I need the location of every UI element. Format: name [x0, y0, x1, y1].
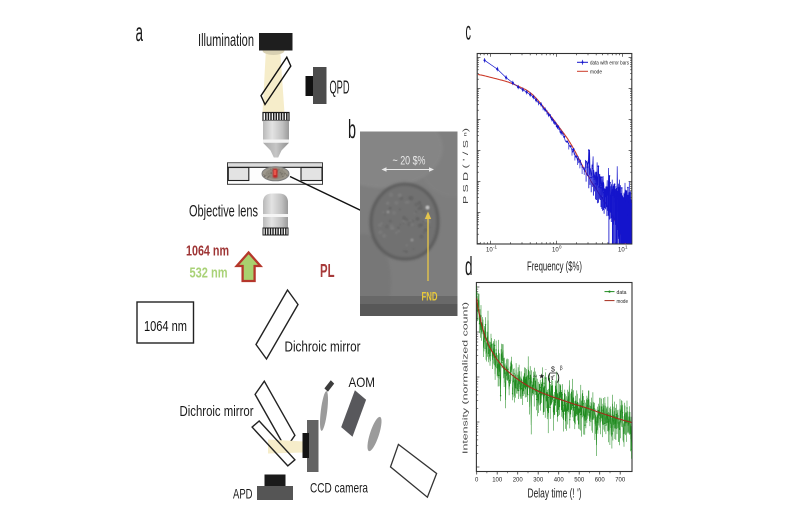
svg-text:QPD: QPD — [330, 78, 350, 98]
svg-text:1064 nm: 1064 nm — [144, 318, 187, 335]
svg-text:AOM: AOM — [349, 374, 376, 390]
svg-text:τ̄: τ̄ — [551, 374, 555, 382]
svg-text:0: 0 — [559, 245, 562, 250]
svg-text:PL: PL — [320, 261, 335, 281]
svg-text:Frequency ($%): Frequency ($%) — [527, 259, 582, 274]
svg-text:Dichroic mirror: Dichroic mirror — [180, 403, 254, 420]
svg-text:700: 700 — [615, 478, 626, 484]
svg-text:-1: -1 — [493, 245, 497, 250]
svg-text:10: 10 — [618, 248, 625, 254]
svg-text:Delay time (! '): Delay time (! ') — [528, 486, 582, 501]
svg-text:P S D ( ʹ / S ⁿ): P S D ( ʹ / S ⁿ) — [461, 127, 470, 204]
svg-text:data with error bars: data with error bars — [590, 61, 629, 67]
svg-text:10: 10 — [486, 248, 493, 254]
svg-text:⁻: ⁻ — [545, 368, 548, 374]
svg-text:d: d — [465, 251, 473, 281]
svg-text:200: 200 — [513, 478, 524, 484]
svg-text:10: 10 — [552, 248, 559, 254]
svg-text:1: 1 — [625, 245, 628, 250]
svg-text:Illumination: Illumination — [198, 30, 254, 50]
svg-text:APD: APD — [233, 486, 253, 502]
svg-text:100: 100 — [492, 478, 503, 484]
svg-text:(: ( — [547, 372, 551, 384]
svg-text:Intensity (normalized count): Intensity (normalized count) — [463, 302, 470, 454]
svg-text:c: c — [466, 16, 472, 46]
svg-text:∼: ∼ — [533, 374, 538, 380]
svg-text:a: a — [136, 17, 144, 47]
svg-text:★: ★ — [539, 373, 545, 381]
svg-text:Objective lens: Objective lens — [189, 202, 258, 221]
svg-text:500: 500 — [574, 478, 585, 484]
svg-text:data: data — [617, 290, 628, 296]
svg-text:~ 20 $%: ~ 20 $% — [393, 154, 426, 168]
svg-text:CCD camera: CCD camera — [310, 480, 368, 496]
svg-text:FND: FND — [422, 292, 438, 304]
svg-text:1064 nm: 1064 nm — [186, 244, 229, 260]
svg-text:b: b — [348, 114, 356, 144]
svg-text:mode: mode — [617, 299, 629, 305]
svg-text:600: 600 — [595, 478, 606, 484]
svg-text:300: 300 — [533, 478, 544, 484]
svg-text:400: 400 — [554, 478, 565, 484]
svg-text:$: $ — [551, 367, 555, 374]
svg-text:0: 0 — [475, 478, 479, 484]
svg-text:β: β — [560, 366, 563, 372]
svg-text:532 nm: 532 nm — [190, 265, 228, 282]
svg-text:mode: mode — [590, 70, 602, 76]
svg-text:): ) — [556, 372, 560, 384]
svg-text:Dichroic mirror: Dichroic mirror — [285, 339, 361, 356]
